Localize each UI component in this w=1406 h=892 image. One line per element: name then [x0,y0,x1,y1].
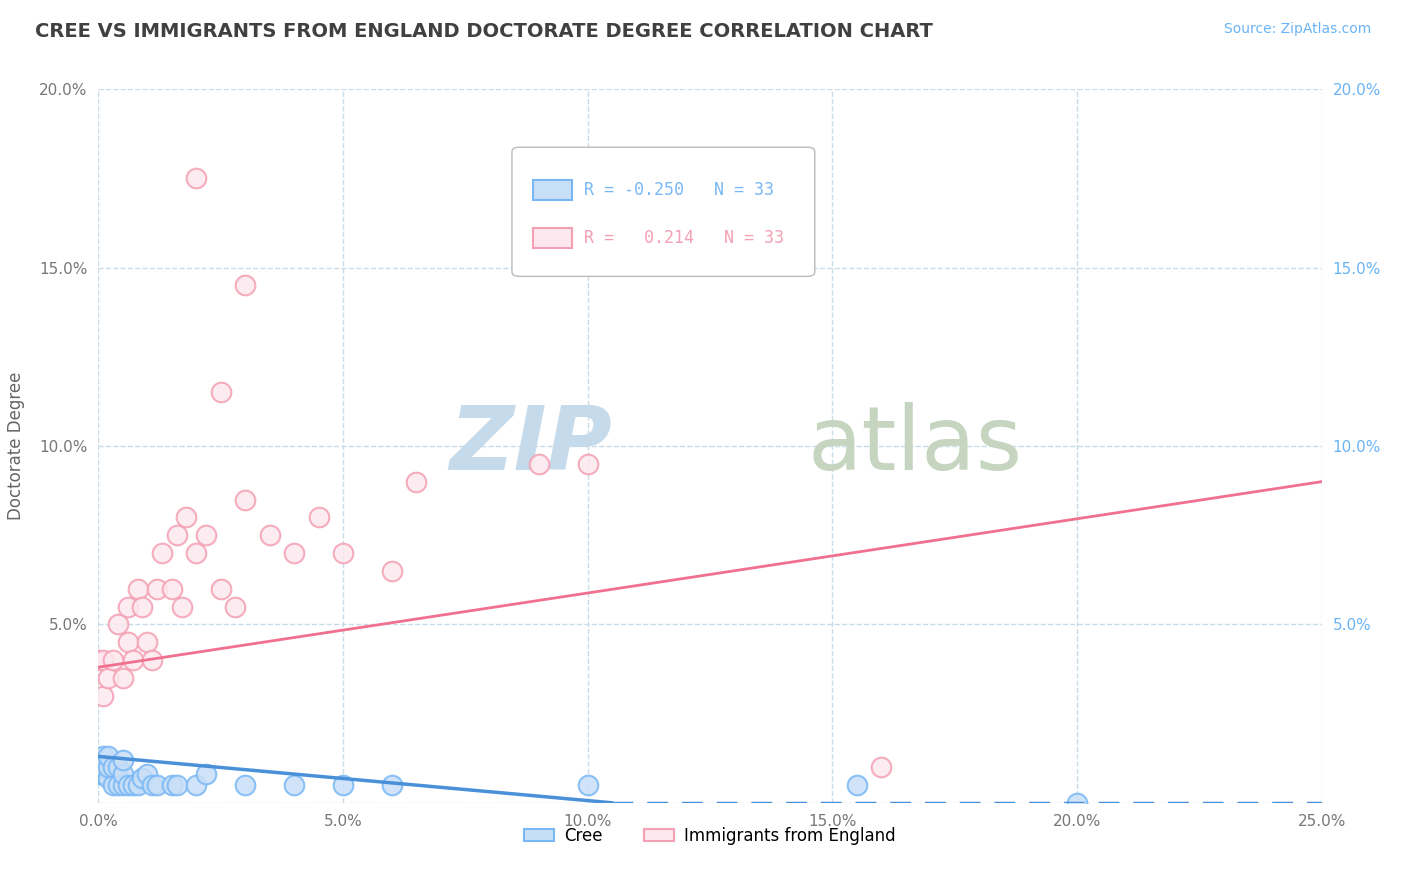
Point [136,635,159,649]
Point [233,492,256,507]
Point [87,653,110,667]
Point [233,778,256,792]
Point [160,778,183,792]
Point [131,771,153,785]
Point [186,778,208,792]
Point [97,749,120,764]
Point [186,546,208,560]
Point [111,753,134,767]
Point [195,528,218,542]
Point [150,546,173,560]
Point [101,760,124,774]
Point [381,564,404,578]
Point [141,778,163,792]
Point [127,582,149,596]
Point [176,510,198,524]
Point [283,546,305,560]
Point [107,760,129,774]
Point [87,760,110,774]
Point [111,767,134,781]
Point [170,599,193,614]
Point [131,599,153,614]
Text: R =   0.214   N = 33: R = 0.214 N = 33 [583,229,783,247]
Point [195,767,218,781]
Point [107,617,129,632]
Text: atlas: atlas [808,402,1024,490]
Point [91,767,114,781]
Point [117,778,139,792]
Point [146,582,169,596]
Point [87,767,110,781]
Point [576,457,599,471]
Point [117,599,139,614]
Point [308,510,330,524]
Text: CREE VS IMMIGRANTS FROM ENGLAND DOCTORATE DEGREE CORRELATION CHART: CREE VS IMMIGRANTS FROM ENGLAND DOCTORAT… [35,22,934,41]
Point [127,778,149,792]
Point [405,475,427,489]
Point [91,689,114,703]
Point [101,653,124,667]
Y-axis label: Doctorate Degree: Doctorate Degree [7,372,25,520]
Text: ZIP: ZIP [450,402,612,490]
Point [1066,796,1088,810]
Point [136,767,159,781]
Point [121,778,143,792]
Point [845,778,868,792]
Point [111,778,134,792]
Point [527,457,550,471]
Point [166,778,188,792]
Point [101,778,124,792]
Point [259,528,281,542]
Point [160,582,183,596]
Point [146,778,169,792]
Point [91,653,114,667]
Point [209,385,232,400]
Point [141,653,163,667]
Text: R = -0.250   N = 33: R = -0.250 N = 33 [583,181,773,199]
Point [332,778,354,792]
Point [332,546,354,560]
Text: Source: ZipAtlas.com: Source: ZipAtlas.com [1223,22,1371,37]
Point [117,635,139,649]
Point [186,171,208,186]
Point [209,582,232,596]
Point [91,749,114,764]
Point [166,528,188,542]
Point [224,599,246,614]
Point [233,278,256,293]
Point [283,778,305,792]
Point [97,771,120,785]
Point [576,778,599,792]
Point [107,778,129,792]
Point [121,653,143,667]
Point [381,778,404,792]
Point [97,671,120,685]
Point [91,760,114,774]
Point [111,671,134,685]
Point [97,760,120,774]
Point [870,760,893,774]
Legend: Cree, Immigrants from England: Cree, Immigrants from England [517,821,903,852]
